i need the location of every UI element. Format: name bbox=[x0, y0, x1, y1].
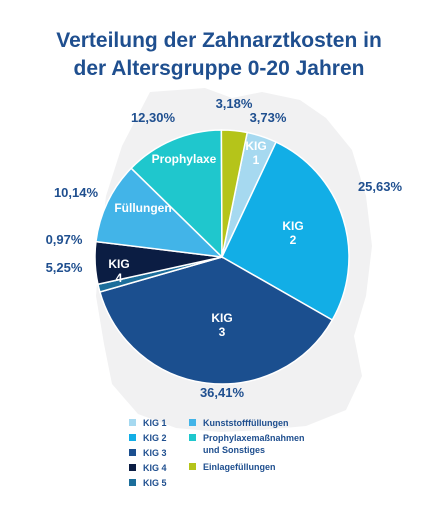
legend-item-left: KIG 4 bbox=[129, 462, 167, 474]
pie-slice-kig3 bbox=[98, 256, 334, 385]
legend-swatch bbox=[189, 419, 196, 426]
legend-swatch bbox=[129, 434, 136, 441]
legend-swatch bbox=[129, 464, 136, 471]
legend-item-right: Prophylaxemaßnahmen und Sonstiges bbox=[189, 432, 305, 456]
legend-label: KIG 1 bbox=[143, 418, 167, 428]
legend-item-right: Kunststofffüllungen bbox=[189, 417, 288, 429]
legend-label: KIG 2 bbox=[143, 433, 167, 443]
legend-swatch bbox=[129, 449, 136, 456]
legend-swatch bbox=[129, 419, 136, 426]
slice-label-kig1: KIG 1 bbox=[245, 139, 266, 167]
legend-item-left: KIG 5 bbox=[129, 477, 167, 489]
legend-label: Kunststofffüllungen bbox=[203, 418, 289, 428]
slice-label-kig3: KIG 3 bbox=[211, 311, 232, 339]
data-label-ghost: 0,97% bbox=[46, 232, 83, 247]
data-label-prophylaxe: 12,30% bbox=[131, 110, 176, 125]
pie-slice-einlage bbox=[220, 129, 249, 258]
legend-label: Prophylaxemaßnahmen und Sonstiges bbox=[203, 433, 305, 455]
pie-slice-fuellungen bbox=[95, 167, 225, 259]
title-line-2: der Altersgruppe 0-20 Jahren bbox=[73, 57, 365, 80]
legend-label: KIG 3 bbox=[143, 448, 167, 458]
data-label-kig4: 5,25% bbox=[46, 260, 83, 275]
chart-title: Verteilung der Zahnarztkosten in der Alt… bbox=[0, 27, 438, 83]
pie-slice-kig2 bbox=[221, 141, 350, 322]
legend-label: KIG 4 bbox=[143, 463, 167, 473]
legend-item-left: KIG 1 bbox=[129, 417, 167, 429]
legend-label: Einlagefüllungen bbox=[203, 462, 276, 472]
data-label-einlage: 3,18% bbox=[216, 96, 253, 111]
legend-label: KIG 5 bbox=[143, 478, 167, 488]
legend-swatch bbox=[189, 434, 196, 441]
data-label-kig3: 36,41% bbox=[200, 385, 245, 400]
slice-label-prophylaxe: Prophylaxe bbox=[152, 152, 217, 166]
pie-slice-prophylaxe bbox=[130, 129, 223, 259]
slice-label-kig2: KIG 2 bbox=[282, 219, 303, 247]
legend-swatch bbox=[129, 479, 136, 486]
legend-item-left: KIG 2 bbox=[129, 432, 167, 444]
legend-swatch bbox=[189, 463, 196, 470]
legend-item-right: Einlagefüllungen bbox=[189, 461, 276, 473]
data-label-kig2: 25,63% bbox=[358, 179, 403, 194]
slice-label-fuellungen: Füllungen bbox=[114, 201, 171, 215]
data-label-fuellungen: 10,14% bbox=[54, 185, 99, 200]
data-label-kig1: 3,73% bbox=[250, 110, 287, 125]
slice-label-kig4: KIG 4 bbox=[108, 257, 129, 285]
title-line-1: Verteilung der Zahnarztkosten in bbox=[56, 29, 382, 52]
legend-item-left: KIG 3 bbox=[129, 447, 167, 459]
